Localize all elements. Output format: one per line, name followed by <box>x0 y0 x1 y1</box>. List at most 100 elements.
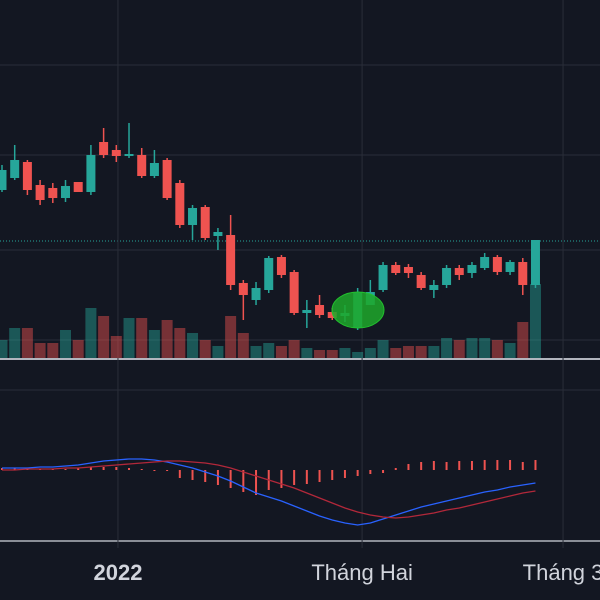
volume-bar <box>47 343 59 358</box>
candle-body <box>530 240 540 285</box>
macd-histogram-bar <box>445 462 448 470</box>
candle-body <box>416 275 426 288</box>
macd-histogram-bar <box>102 467 105 470</box>
volume-bar <box>441 338 453 358</box>
macd-histogram-bar <box>216 470 219 485</box>
macd-histogram-bar <box>369 470 372 474</box>
volume-bar <box>326 350 338 358</box>
macd-histogram-bar <box>534 460 537 470</box>
volume-bar <box>34 343 46 358</box>
macd-line <box>1 458 536 526</box>
overlay: 2022 Tháng Hai Tháng 3 <box>93 560 600 585</box>
macd-histogram-bar <box>255 470 258 495</box>
candle-body <box>73 182 83 192</box>
candle-body <box>429 285 439 290</box>
volume-bar <box>187 333 199 358</box>
volume-bar <box>21 328 33 358</box>
macd-histogram-bar <box>153 470 156 471</box>
candle-body <box>315 305 325 315</box>
volume-bar <box>275 346 287 358</box>
macd-histogram-bar <box>496 460 499 470</box>
candle-body <box>518 262 528 285</box>
volume-bar <box>0 340 8 358</box>
macd-histogram-bar <box>229 470 232 488</box>
candle-body <box>149 163 159 176</box>
macd-histogram-bar <box>318 470 321 482</box>
candle-body <box>162 160 172 198</box>
candle-body <box>467 265 477 273</box>
candle-body <box>492 257 502 272</box>
candle-body <box>188 208 198 225</box>
candle-body <box>505 262 515 272</box>
candle-body <box>226 235 236 285</box>
candle-body <box>213 232 223 236</box>
volume-bar <box>377 340 389 358</box>
volume-bar <box>250 346 262 358</box>
macd-histogram-bar <box>483 460 486 470</box>
macd-histogram-bar <box>242 470 245 492</box>
candle-body <box>480 257 490 268</box>
candle-body <box>454 268 464 275</box>
volume-bar <box>225 316 237 358</box>
macd-histogram-bar <box>432 461 435 470</box>
volume-bar <box>301 348 313 358</box>
volume-bar <box>85 308 97 358</box>
macd-histogram-bar <box>343 470 346 478</box>
candle-body <box>124 154 134 156</box>
candle-body <box>442 268 452 285</box>
candle-body <box>251 288 261 300</box>
volume-bar <box>402 346 414 358</box>
volume-bar <box>479 338 491 358</box>
candle-body <box>302 310 312 313</box>
macd-histogram-bar <box>140 469 143 470</box>
macd-histogram-bar <box>356 470 359 476</box>
macd-histogram-bar <box>191 470 194 480</box>
candle-body <box>289 272 299 313</box>
candle-body <box>391 265 401 273</box>
volume-bar <box>428 346 440 358</box>
volume-bar <box>72 340 84 358</box>
volume-bar <box>98 316 110 358</box>
volume-bar <box>314 350 326 358</box>
macd-histogram-bar <box>128 468 131 470</box>
candle-body <box>276 257 286 275</box>
x-tick-label: Tháng Hai <box>311 560 413 585</box>
candle-body <box>111 150 121 156</box>
macd-histogram-bar <box>13 468 16 470</box>
volume-bar <box>9 328 21 358</box>
volume-bar <box>390 348 402 358</box>
macd-histogram-bar <box>382 470 385 473</box>
macd-histogram-bar <box>305 470 308 484</box>
macd-histogram-bar <box>293 470 296 485</box>
macd-histogram-bar <box>407 464 410 470</box>
volume-bar <box>212 346 224 358</box>
volume-bar <box>148 330 160 358</box>
volume-bar <box>60 330 72 358</box>
volume-bar <box>529 284 541 358</box>
volume-bar <box>263 343 275 358</box>
volume-bar <box>174 328 186 358</box>
macd-histogram-bar <box>394 468 397 470</box>
macd-histogram-bar <box>204 470 207 482</box>
macd-histogram-bar <box>178 470 181 478</box>
macd-histogram-bar <box>509 460 512 470</box>
candle-body <box>99 142 109 155</box>
volume-bar <box>415 346 427 358</box>
candle-body <box>264 258 274 290</box>
candle-body <box>200 207 210 238</box>
macd-histogram-bar <box>458 461 461 470</box>
candle-body <box>0 170 7 190</box>
volume-bar <box>339 348 351 358</box>
volume-bar <box>352 352 364 358</box>
x-tick-label: 2022 <box>93 560 142 585</box>
macd-histogram-bar <box>280 470 283 488</box>
macd-histogram-bar <box>166 470 169 471</box>
candle-body <box>35 185 45 200</box>
volume-bar <box>466 338 478 358</box>
macd-histogram-bar <box>77 468 80 470</box>
candle-body <box>61 186 71 198</box>
macd-histogram-bar <box>0 468 3 470</box>
candle-body <box>22 162 32 190</box>
candle-body <box>137 155 147 176</box>
